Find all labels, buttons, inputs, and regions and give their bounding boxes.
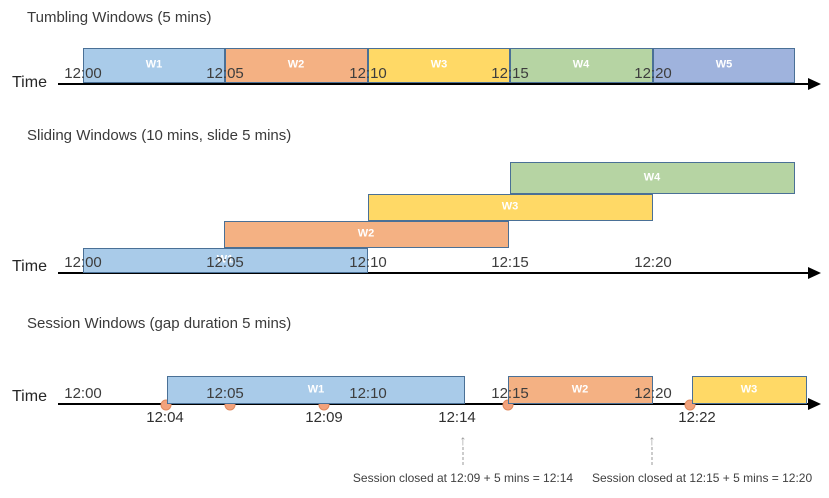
event-label-1209: 12:09: [305, 409, 343, 426]
session-closed-annotation-2: Session closed at 12:15 + 5 mins = 12:20: [592, 471, 813, 485]
session-closed-callout-arrow-1: ↑: [459, 432, 467, 465]
sliding-window-w2-label: W2: [357, 227, 375, 240]
dashed-line: [651, 447, 653, 465]
sliding-tick-1220: 12:20: [634, 254, 672, 271]
tumbling-window-w2: [225, 48, 368, 83]
tumbling-tick-1200: 12:00: [64, 65, 102, 82]
session-closed-annotation-1: Session closed at 12:09 + 5 mins = 12:14: [352, 471, 574, 485]
session-window-w3: [692, 376, 807, 404]
sliding-window-w1-label: W1: [216, 253, 234, 266]
tumbling-time-axis-label: Time: [12, 74, 47, 91]
tumbling-tick-1215: 12:15: [491, 65, 529, 82]
tumbling-timeline-arrowhead-icon: [808, 78, 821, 90]
session-time-axis-label: Time: [12, 388, 47, 405]
session-title: Session Windows (gap duration 5 mins): [27, 315, 292, 332]
tumbling-tick-1210: 12:10: [349, 65, 387, 82]
session-window-w1: [167, 376, 465, 404]
tumbling-window-w4-label: W4: [572, 58, 590, 71]
sliding-window-w3: [368, 194, 653, 221]
sliding-window-w4: [510, 162, 795, 194]
session-timeline: [58, 403, 810, 405]
tumbling-window-w4: [510, 48, 653, 83]
up-arrow-icon: ↑: [459, 432, 467, 448]
sliding-timeline: [58, 272, 810, 274]
tumbling-window-w3-label: W3: [430, 58, 448, 71]
event-label-1204: 12:04: [146, 409, 184, 426]
event-dot-1222-icon: [684, 399, 696, 411]
session-timeline-arrowhead-icon: [808, 398, 821, 410]
tumbling-window-w5-label: W5: [715, 58, 733, 71]
sliding-tick-1200: 12:00: [64, 254, 102, 271]
session-tick-1215: 12:15: [491, 385, 529, 402]
session-tick-1210: 12:10: [349, 385, 387, 402]
session-tick-1205: 12:05: [206, 385, 244, 402]
session-window-w2-label: W2: [571, 383, 589, 396]
up-arrow-icon: ↑: [648, 432, 656, 448]
sliding-tick-1210: 12:10: [349, 254, 387, 271]
sliding-tick-1205: 12:05: [206, 254, 244, 271]
sliding-title: Sliding Windows (10 mins, slide 5 mins): [27, 127, 292, 144]
sliding-window-w2: [224, 221, 509, 248]
sliding-time-axis-label: Time: [12, 258, 47, 275]
tumbling-timeline: [58, 83, 810, 85]
tumbling-window-w1: [83, 48, 225, 83]
sliding-window-w4-label: W4: [643, 171, 661, 184]
session-window-w1-label: W1: [307, 383, 325, 396]
tumbling-tick-1220: 12:20: [634, 65, 672, 82]
tumbling-title: Tumbling Windows (5 mins): [27, 9, 212, 26]
tumbling-window-w2-label: W2: [287, 58, 305, 71]
sliding-window-w3-label: W3: [501, 200, 519, 213]
session-tick-1220: 12:20: [634, 385, 672, 402]
session-closed-callout-arrow-2: ↑: [648, 432, 656, 465]
sliding-tick-1215: 12:15: [491, 254, 529, 271]
dashed-line: [462, 447, 464, 465]
session-window-w3-label: W3: [740, 383, 758, 396]
session-tick-1200: 12:00: [64, 385, 102, 402]
sliding-timeline-arrowhead-icon: [808, 267, 821, 279]
tumbling-window-w5: [653, 48, 795, 83]
tumbling-tick-1205: 12:05: [206, 65, 244, 82]
tumbling-window-w1-label: W1: [145, 58, 163, 71]
event-dot-1204-icon: [160, 399, 172, 411]
sliding-window-w1: [83, 248, 368, 273]
event-label-1222: 12:22: [678, 409, 716, 426]
session-window-w2: [508, 376, 653, 404]
tumbling-window-w3: [368, 48, 510, 83]
event-label-1214: 12:14: [438, 409, 476, 426]
